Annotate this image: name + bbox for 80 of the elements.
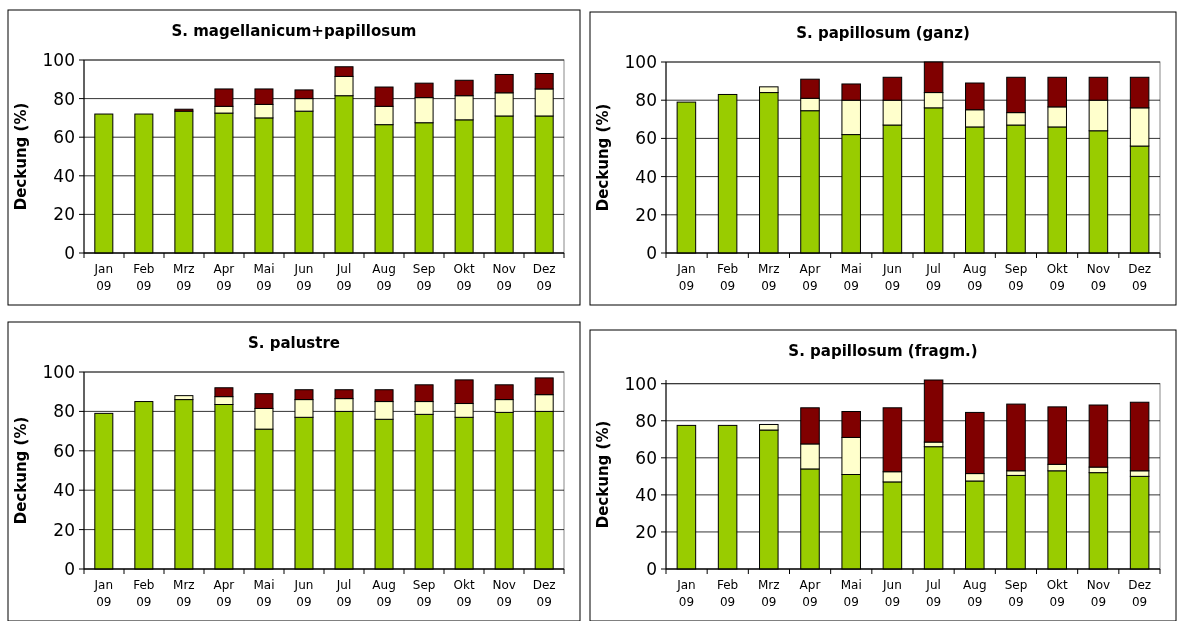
y-tick-label: 60 xyxy=(53,127,75,148)
y-tick-label: 80 xyxy=(635,90,657,111)
x-tick-label: Okt 09 xyxy=(453,578,475,609)
y-tick-label: 80 xyxy=(53,88,75,109)
x-tick-label: Apr 09 xyxy=(799,578,821,609)
x-tick-label: Okt 09 xyxy=(1046,578,1069,609)
x-tick-label: Jun 09 xyxy=(882,262,902,293)
y-tick-label: 40 xyxy=(53,165,75,186)
x-tick-label: Aug 09 xyxy=(963,578,987,609)
y-tick-label: 80 xyxy=(53,401,75,422)
x-tick-label: Sep 09 xyxy=(412,578,436,609)
x-tick-label: Mai 09 xyxy=(840,578,862,609)
x-tick-label: Mrz 09 xyxy=(173,578,195,609)
x-tick-label: Sep 09 xyxy=(412,262,436,293)
chart-title: S. papillosum (fragm.) xyxy=(788,342,978,360)
x-tick-label: Jul 09 xyxy=(925,262,942,293)
x-tick-label: Feb 09 xyxy=(716,262,739,293)
x-tick-label: Mai 09 xyxy=(253,578,275,609)
y-axis-title: Deckung (%) xyxy=(594,420,612,529)
y-tick-label: 0 xyxy=(646,558,657,579)
x-tick-label: Jun 09 xyxy=(882,578,902,609)
x-tick-label: Dez 09 xyxy=(532,578,556,609)
y-axis-title: Deckung (%) xyxy=(12,102,30,211)
x-tick-label: Apr 09 xyxy=(213,262,235,293)
x-tick-label: Jan 09 xyxy=(676,262,696,293)
y-tick-label: 0 xyxy=(64,242,75,263)
y-tick-label: 60 xyxy=(635,128,657,149)
x-tick-label: Nov 09 xyxy=(1086,262,1111,293)
x-tick-label: Okt 09 xyxy=(1046,262,1069,293)
x-tick-label: Jul 09 xyxy=(335,262,352,293)
x-tick-label: Mrz 09 xyxy=(758,578,780,609)
x-tick-label: Jul 09 xyxy=(335,578,352,609)
y-tick-label: 40 xyxy=(53,480,75,501)
x-tick-label: Mai 09 xyxy=(253,262,275,293)
y-tick-label: 80 xyxy=(635,410,657,431)
x-tick-label: Jan 09 xyxy=(93,578,114,609)
x-tick-label: Feb 09 xyxy=(133,578,155,609)
x-tick-label: Okt 09 xyxy=(453,262,475,293)
x-tick-label: Mai 09 xyxy=(840,262,862,293)
x-tick-label: Mrz 09 xyxy=(758,262,780,293)
y-tick-label: 20 xyxy=(53,519,75,540)
y-tick-label: 20 xyxy=(635,521,657,542)
y-tick-label: 100 xyxy=(624,51,657,72)
chart-title: S. papillosum (ganz) xyxy=(796,24,970,42)
chart-title: S. magellanicum+papillosum xyxy=(171,22,417,40)
x-tick-label: Dez 09 xyxy=(1128,262,1152,293)
x-tick-label: Jan 09 xyxy=(676,578,696,609)
y-tick-label: 60 xyxy=(53,440,75,461)
x-tick-label: Jan 09 xyxy=(93,262,114,293)
y-tick-label: 100 xyxy=(42,361,75,382)
chart-title: S. palustre xyxy=(247,334,341,352)
x-tick-label: Jul 09 xyxy=(925,578,942,609)
x-tick-label: Mrz 09 xyxy=(173,262,195,293)
x-tick-label: Feb 09 xyxy=(716,578,739,609)
y-tick-label: 40 xyxy=(635,166,657,187)
x-tick-label: Aug 09 xyxy=(372,262,396,293)
x-tick-label: Aug 09 xyxy=(372,578,396,609)
y-axis-title: Deckung (%) xyxy=(594,103,612,212)
x-tick-label: Dez 09 xyxy=(532,262,556,293)
x-tick-label: Jun 09 xyxy=(293,578,314,609)
y-tick-label: 100 xyxy=(624,373,657,394)
x-tick-label: Nov 09 xyxy=(492,578,516,609)
x-tick-label: Dez 09 xyxy=(1128,578,1152,609)
x-tick-label: Nov 09 xyxy=(1086,578,1111,609)
y-axis-title: Deckung (%) xyxy=(12,416,30,525)
x-tick-label: Apr 09 xyxy=(213,578,235,609)
x-tick-label: Sep 09 xyxy=(1004,578,1028,609)
x-tick-label: Nov 09 xyxy=(492,262,516,293)
y-tick-label: 20 xyxy=(53,204,75,225)
y-tick-label: 60 xyxy=(635,447,657,468)
y-tick-label: 20 xyxy=(635,204,657,225)
y-tick-label: 0 xyxy=(64,558,75,579)
x-tick-label: Apr 09 xyxy=(799,262,821,293)
x-tick-label: Jun 09 xyxy=(293,262,314,293)
y-tick-label: 100 xyxy=(42,49,75,70)
y-tick-label: 0 xyxy=(646,242,657,263)
y-tick-label: 40 xyxy=(635,484,657,505)
x-tick-label: Feb 09 xyxy=(133,262,155,293)
x-tick-label: Aug 09 xyxy=(963,262,987,293)
x-tick-label: Sep 09 xyxy=(1004,262,1028,293)
